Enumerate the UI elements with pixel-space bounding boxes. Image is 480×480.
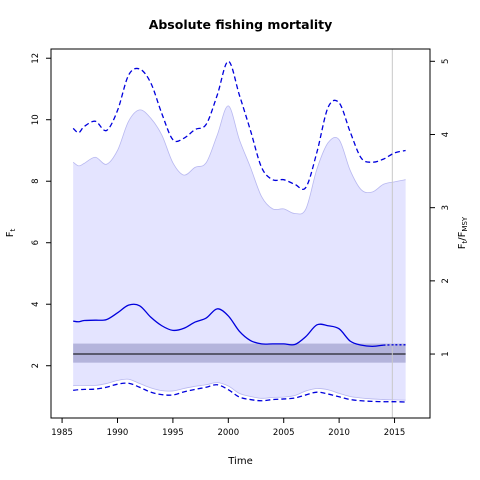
x-tick-label: 1990 <box>107 428 129 438</box>
y-tick-label-left: 6 <box>31 240 41 245</box>
ci-band-upper-edge <box>72 105 406 215</box>
x-tick-label: 2005 <box>273 428 295 438</box>
x-tick-label: 2000 <box>217 428 239 438</box>
plot-frame <box>50 48 431 419</box>
chart-title: Absolute fishing mortality <box>149 17 333 32</box>
x-tick-label: 2010 <box>328 428 350 438</box>
y-tick-label-left: 8 <box>31 179 41 184</box>
plot-area <box>72 49 406 418</box>
ci-upper-line <box>72 60 406 190</box>
y-axis-label-left: Ft <box>5 228 17 237</box>
y-tick-label-left: 12 <box>31 53 41 64</box>
y-tick-label-right: 1 <box>441 351 451 356</box>
y-tick-label-left: 2 <box>31 363 41 368</box>
y-axis-label-right-sep: /F <box>457 231 468 240</box>
y-axis-label-right: Ft/FMSY <box>457 216 469 249</box>
ci-band-lower-edge <box>73 378 406 401</box>
y-tick-label-left: 4 <box>31 302 41 307</box>
axes: 1985 1990 1995 2000 2005 2010 2015246810121234… <box>31 53 451 438</box>
y-tick-label-right: 3 <box>441 205 451 210</box>
y-axis-label-right-base: F <box>457 243 468 249</box>
ci-band-area <box>73 105 406 401</box>
y-tick-label-left: 10 <box>31 114 41 125</box>
x-tick-label: 1985 <box>51 428 73 438</box>
fmsy-band <box>73 343 406 363</box>
y-tick-label-right: 2 <box>441 278 451 283</box>
median-line <box>73 303 384 348</box>
y-tick-label-right: 5 <box>441 59 451 64</box>
y-axis-label-right-sub2: MSY <box>461 216 469 231</box>
y-axis-label-left-base: F <box>5 231 16 237</box>
x-tick-label: 1995 <box>162 428 184 438</box>
x-axis-label: Time <box>227 456 252 467</box>
y-axis-label-right-sub1: t <box>461 240 469 243</box>
y-axis-label-left-sub: t <box>9 228 17 231</box>
y-tick-label-right: 4 <box>441 132 451 137</box>
x-tick-label: 2015 <box>384 428 406 438</box>
